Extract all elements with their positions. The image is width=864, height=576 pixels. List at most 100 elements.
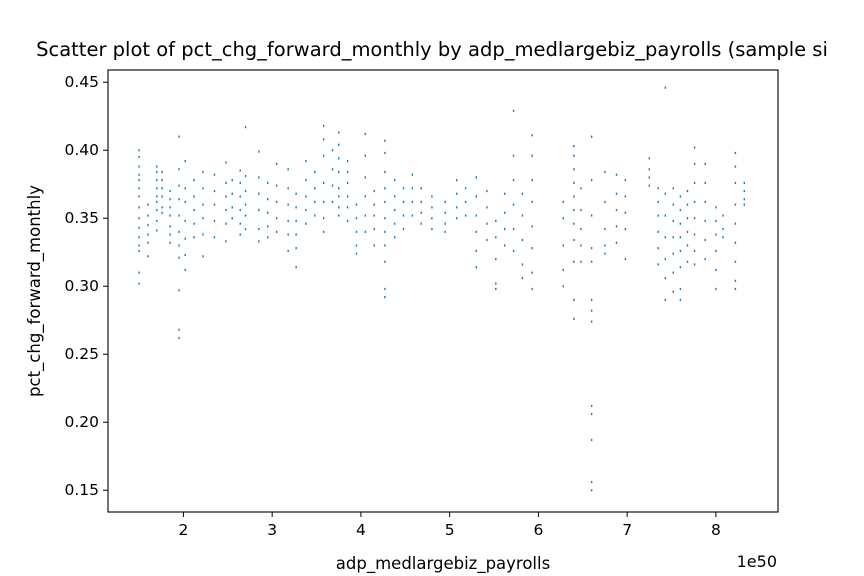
data-point [531, 225, 533, 228]
data-point [147, 241, 149, 244]
data-point [475, 249, 477, 252]
data-point [486, 222, 488, 225]
data-point [672, 271, 674, 274]
data-point [743, 189, 745, 193]
data-point [295, 247, 297, 250]
data-point [573, 260, 575, 263]
data-point [734, 165, 737, 168]
data-point [258, 192, 260, 195]
data-point [562, 285, 564, 288]
data-point [672, 187, 674, 190]
data-point [258, 240, 260, 243]
data-point [384, 287, 386, 291]
data-point [295, 233, 297, 236]
x-tick-label: 6 [533, 521, 543, 539]
data-point [231, 217, 233, 220]
data-point [213, 189, 216, 193]
data-point [531, 179, 533, 182]
data-point [184, 160, 186, 163]
data-point [604, 200, 606, 204]
data-point [384, 139, 386, 142]
data-point [244, 214, 247, 217]
data-point [258, 208, 260, 212]
data-point [305, 160, 307, 163]
data-point [562, 268, 564, 272]
data-point [679, 298, 682, 301]
data-point [322, 181, 325, 184]
x-axis-offset-label: 1e50 [737, 552, 777, 571]
data-point [580, 244, 582, 247]
data-point [161, 187, 163, 190]
data-point [147, 214, 149, 217]
data-point [169, 206, 171, 209]
data-point [664, 276, 666, 280]
y-tick-label: 0.15 [64, 481, 99, 499]
data-point [322, 138, 325, 141]
data-point [287, 203, 289, 206]
data-point [495, 236, 497, 239]
data-point [693, 146, 696, 149]
data-point [364, 214, 367, 217]
x-axis-ticks: 2 3 4 5 6 7 8 [178, 512, 721, 539]
data-point [384, 151, 386, 155]
data-point [373, 214, 375, 217]
data-point [657, 187, 659, 190]
data-point [475, 195, 477, 198]
data-point [664, 192, 666, 195]
data-point [322, 230, 325, 233]
data-point [267, 225, 269, 228]
data-point [393, 195, 396, 198]
data-point [604, 228, 606, 231]
data-point [704, 200, 706, 204]
data-point [295, 266, 297, 269]
x-tick-label: 5 [445, 521, 455, 539]
data-point [590, 320, 593, 323]
data-point [138, 226, 140, 229]
data-point [138, 155, 140, 159]
data-point [384, 187, 386, 190]
data-point [531, 200, 533, 204]
data-point [331, 149, 334, 152]
data-point [411, 214, 414, 217]
data-point [693, 263, 696, 266]
data-point [573, 154, 575, 157]
data-point [531, 271, 533, 274]
data-point [503, 192, 506, 195]
data-point [624, 195, 627, 198]
data-point [305, 179, 307, 182]
data-point [184, 187, 186, 190]
data-point [475, 214, 477, 217]
data-point [615, 208, 618, 212]
data-point [573, 238, 575, 242]
data-point [178, 328, 180, 331]
data-point [225, 195, 227, 198]
data-point [244, 203, 247, 206]
data-point [138, 195, 140, 198]
data-point [580, 208, 582, 212]
data-point [393, 179, 396, 182]
data-point [672, 203, 674, 206]
data-point [664, 257, 666, 261]
data-point [338, 157, 340, 160]
data-point [267, 236, 269, 239]
data-point [156, 229, 158, 232]
data-point [402, 214, 405, 217]
data-point [402, 187, 405, 190]
data-point [512, 109, 515, 112]
data-point [338, 143, 340, 146]
data-point [225, 161, 227, 164]
data-point [147, 255, 149, 258]
data-point [364, 230, 367, 233]
data-point [239, 169, 241, 172]
y-axis-ticks: 0.15 0.20 0.25 0.30 0.35 0.40 0.45 [64, 73, 108, 499]
data-point [161, 195, 163, 198]
data-point [138, 206, 140, 209]
data-point [178, 256, 180, 259]
data-point [193, 236, 195, 239]
data-point [275, 230, 278, 233]
data-point [384, 200, 386, 204]
data-point [573, 195, 575, 198]
data-point [331, 184, 334, 187]
x-tick-label: 3 [267, 521, 277, 539]
